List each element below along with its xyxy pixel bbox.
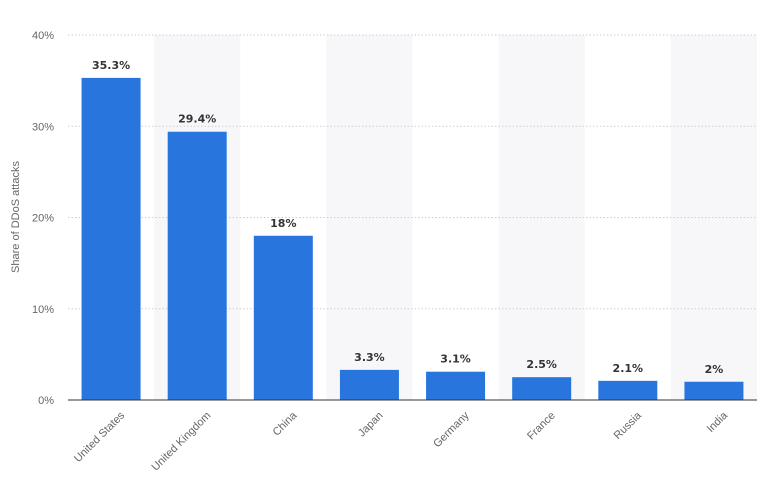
y-tick-label: 40%	[32, 30, 54, 42]
data-label: 35.3%	[92, 59, 130, 72]
bar	[339, 369, 399, 400]
bar	[512, 377, 572, 400]
bar	[81, 77, 141, 400]
y-axis-title: Share of DDoS attacks	[10, 161, 22, 273]
category-label: United Kingdom	[149, 410, 213, 474]
bar	[167, 131, 227, 400]
category-label: Russia	[612, 409, 645, 442]
bars	[81, 77, 744, 400]
category-label: China	[271, 409, 300, 438]
data-label: 2.1%	[613, 362, 644, 375]
data-label: 3.3%	[354, 351, 385, 364]
y-tick-label: 10%	[32, 304, 54, 316]
bar	[684, 381, 744, 400]
category-label: Japan	[356, 410, 386, 440]
y-tick-label: 0%	[38, 395, 54, 407]
y-tick-label: 20%	[32, 213, 54, 225]
y-tick-label: 30%	[32, 121, 54, 133]
y-axis-ticks: 0% 10% 20% 30% 40%	[32, 30, 54, 407]
category-label: United States	[72, 409, 128, 465]
bar	[598, 380, 658, 400]
data-label: 29.4%	[178, 113, 216, 126]
bar	[253, 235, 313, 400]
bar	[426, 371, 486, 400]
data-labels: 35.3% 29.4% 18% 3.3% 3.1% 2.5% 2.1% 2%	[92, 59, 723, 376]
category-label: India	[705, 409, 731, 435]
data-label: 18%	[270, 217, 296, 230]
category-label: Germany	[431, 409, 472, 450]
data-label: 2.5%	[526, 358, 557, 371]
category-label: France	[525, 410, 558, 443]
data-label: 2%	[705, 363, 724, 376]
x-axis-labels: United States United Kingdom China Japan Ger…	[72, 409, 731, 473]
gridlines	[68, 34, 757, 310]
data-label: 3.1%	[440, 353, 471, 366]
